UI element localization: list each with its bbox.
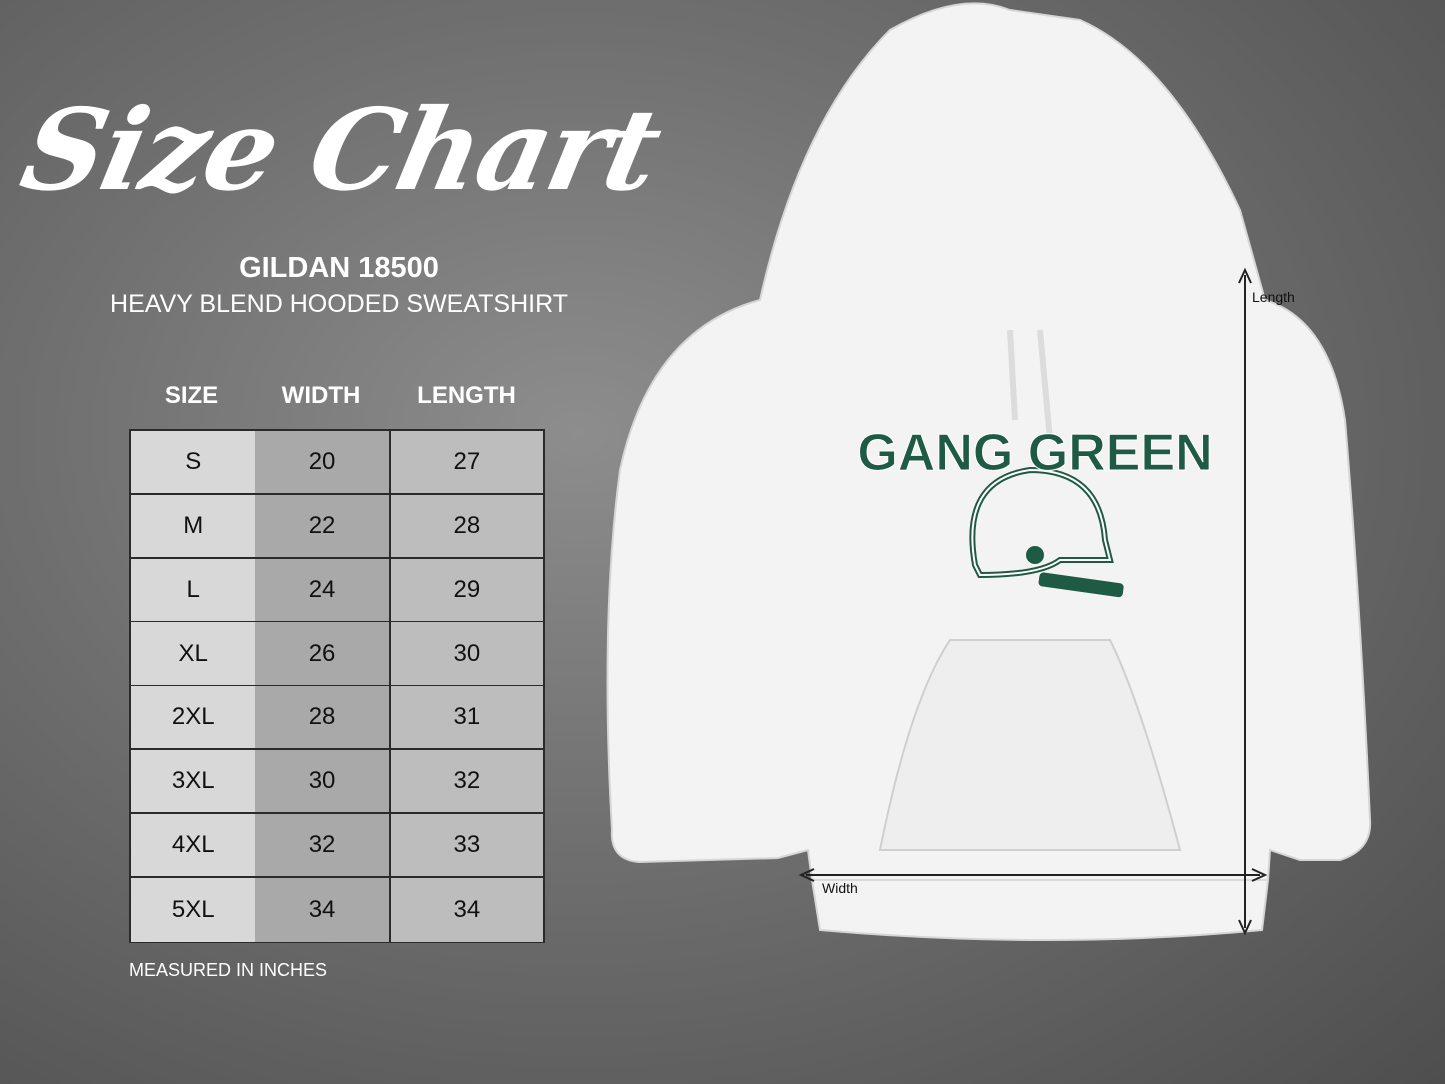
units-note: MEASURED IN INCHES — [129, 960, 328, 980]
length-cell: 29 — [390, 558, 543, 621]
product-subtitle: HEAVY BLEND HOODED SWEATSHIRT — [110, 290, 568, 318]
length-cell: 32 — [390, 750, 543, 813]
width-cell: 30 — [255, 750, 391, 813]
length-arrow — [1238, 267, 1252, 936]
size-cell: 3XL — [131, 750, 256, 813]
width-label: Width — [822, 880, 858, 896]
hoodie-print-text: GANG GREEN — [857, 424, 1212, 482]
table-row: L 24 29 — [131, 558, 543, 623]
size-cell: S — [131, 431, 256, 494]
header-size: SIZE — [164, 382, 219, 409]
size-cell: 4XL — [131, 813, 256, 877]
table-row: S 20 27 — [131, 431, 543, 496]
width-cell: 22 — [255, 494, 391, 558]
table-row: 5XL 34 34 — [131, 877, 543, 942]
length-cell: 28 — [390, 494, 543, 558]
width-cell: 34 — [255, 877, 391, 942]
header-length: LENGTH — [417, 382, 516, 409]
size-cell: L — [131, 558, 256, 621]
hoodie-body — [606, 2, 1372, 941]
size-cell: 2XL — [131, 686, 256, 749]
length-label: Length — [1252, 289, 1295, 305]
length-cell: 31 — [390, 686, 543, 749]
header-width: WIDTH — [281, 382, 361, 409]
helmet-graphic — [969, 466, 1124, 598]
size-cell: M — [131, 494, 256, 558]
length-cell: 27 — [390, 431, 543, 494]
size-cell: XL — [131, 622, 256, 685]
width-cell: 20 — [255, 431, 391, 494]
brand-model: GILDAN 18500 — [239, 252, 439, 284]
width-cell: 26 — [255, 622, 391, 685]
length-cell: 34 — [390, 877, 543, 942]
table-row: 4XL 32 33 — [131, 813, 543, 879]
width-cell: 24 — [255, 558, 391, 621]
width-cell: 28 — [255, 686, 391, 749]
table-row: M 22 28 — [131, 494, 543, 560]
table-row: 3XL 30 32 — [131, 750, 543, 815]
length-cell: 33 — [390, 813, 543, 877]
width-cell: 32 — [255, 813, 391, 877]
length-cell: 30 — [390, 622, 543, 685]
width-arrow — [798, 868, 1268, 882]
table-row: XL 26 30 — [131, 622, 543, 687]
size-table: S 20 27 M 22 28 L 24 29 XL 26 30 2XL 28 31 3XL 30 32 4XL 32… — [129, 429, 545, 943]
table-row: 2XL 28 31 — [131, 686, 543, 751]
size-cell: 5XL — [131, 877, 256, 942]
